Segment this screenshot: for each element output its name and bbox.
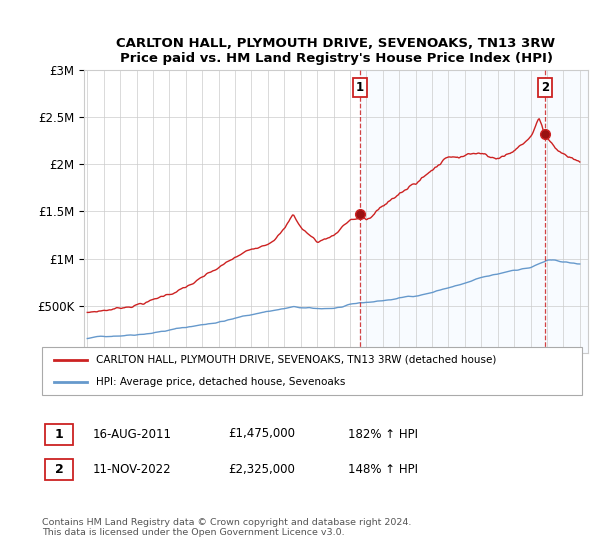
- Text: 1: 1: [356, 81, 364, 94]
- Bar: [360, 70, 588, 353]
- Text: 11-NOV-2022: 11-NOV-2022: [93, 463, 172, 476]
- Text: 2: 2: [541, 81, 549, 94]
- Text: 182% ↑ HPI: 182% ↑ HPI: [348, 427, 418, 441]
- Text: 148% ↑ HPI: 148% ↑ HPI: [348, 463, 418, 476]
- Text: £1,475,000: £1,475,000: [228, 427, 295, 441]
- Text: 1: 1: [55, 427, 64, 441]
- Title: CARLTON HALL, PLYMOUTH DRIVE, SEVENOAKS, TN13 3RW
Price paid vs. HM Land Registr: CARLTON HALL, PLYMOUTH DRIVE, SEVENOAKS,…: [116, 36, 556, 64]
- Text: HPI: Average price, detached house, Sevenoaks: HPI: Average price, detached house, Seve…: [96, 377, 346, 388]
- Text: 16-AUG-2011: 16-AUG-2011: [93, 427, 172, 441]
- Text: CARLTON HALL, PLYMOUTH DRIVE, SEVENOAKS, TN13 3RW (detached house): CARLTON HALL, PLYMOUTH DRIVE, SEVENOAKS,…: [96, 354, 496, 365]
- Text: 2: 2: [55, 463, 64, 476]
- Text: £2,325,000: £2,325,000: [228, 463, 295, 476]
- Text: Contains HM Land Registry data © Crown copyright and database right 2024.
This d: Contains HM Land Registry data © Crown c…: [42, 518, 412, 538]
